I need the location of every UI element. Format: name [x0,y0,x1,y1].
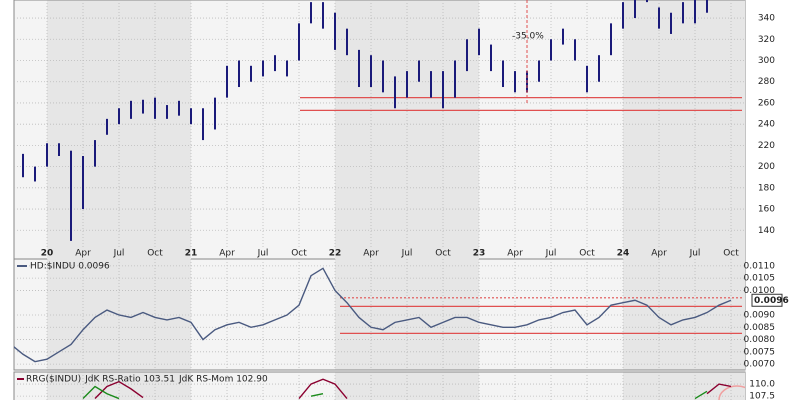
y-tick-label: 280 [758,77,775,87]
x-tick-label: Oct [147,249,163,259]
y-tick-label: 140 [758,226,775,236]
y-tick-label: 110.0 [749,380,775,390]
series-line [82,385,708,400]
x-tick-label: Apr [363,249,379,259]
current-box [751,293,783,307]
panel-title: HD:$INDU 0.0096 [30,262,110,272]
highlight [718,385,745,400]
y-tick-label: 0.0085 [744,323,776,333]
y-tick-label: 220 [758,141,775,151]
layer: 140 160 180 200 220 240 260 280 300 320 340 20 Apr Ju… [14,0,789,400]
series-line [14,267,732,363]
x-tick-label: Oct [435,249,451,259]
x-tick-label: 20 [41,249,54,259]
y-tick-label: 340 [758,14,775,24]
year-band [335,372,479,400]
x-tick-label: Jul [257,249,269,259]
x-tick-label: 21 [185,249,198,259]
panel-title: RRG($INDU) [26,375,81,385]
x-tick-label: Jul [401,249,413,259]
y-tick-label: 260 [758,98,775,108]
panel-plot [14,0,745,248]
x-tick-label: 24 [617,249,630,259]
y-tick-label: 107.5 [749,392,775,400]
x-tick-label: 23 [473,249,486,259]
y-tick-label: 160 [758,205,775,215]
y-tick-label: 0.0075 [744,347,776,357]
y-tick-label: 0.0105 [744,274,776,284]
current-value: 0.0096 [754,296,789,306]
panel-plot [14,373,745,400]
y-tick-label: 320 [758,35,775,45]
panel-plot [14,259,745,370]
year-band [623,0,745,260]
y-tick-label: 180 [758,183,775,193]
year-band [623,259,745,370]
x-tick-label: Apr [219,249,235,259]
x-tick-label: Jul [545,249,557,259]
y-tick-label: 240 [758,120,775,130]
x-tick-label: Apr [507,249,523,259]
x-tick-label: Apr [651,249,667,259]
x-tick-label: Oct [723,249,739,259]
x-tick-label: 22 [329,249,342,259]
x-tick-label: Jul [113,249,125,259]
y-tick-label: 0.0110 [744,261,776,271]
x-tick-label: Oct [579,249,595,259]
annotation: -35.0% [512,32,544,42]
year-band [623,372,745,400]
y-tick-label: 0.0080 [744,335,776,345]
y-tick-label: 0.0090 [744,310,776,320]
y-tick-label: 300 [758,56,775,66]
x-tick-label: Oct [291,249,307,259]
y-tick-label: 200 [758,162,775,172]
year-band [47,372,191,400]
legend-entry: JdK RS-Mom 102.90 [178,375,268,385]
y-tick-label: 0.0100 [744,286,776,296]
y-tick-label: 0.0070 [744,360,776,370]
legend-entry: JdK RS-Ratio 103.51 [84,375,175,385]
x-tick-label: Apr [75,249,91,259]
x-tick-label: Jul [689,249,701,259]
